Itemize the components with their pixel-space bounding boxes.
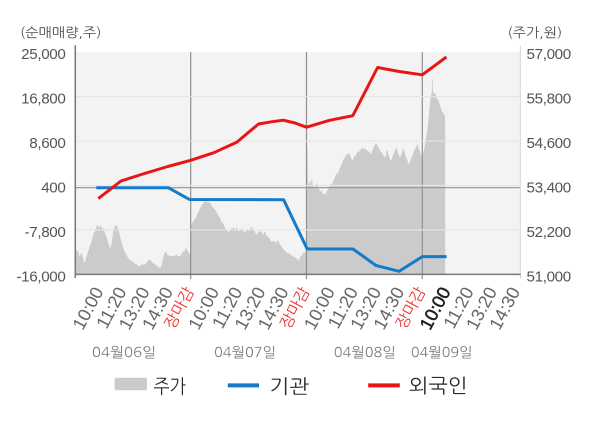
svg-text:400: 400 <box>41 180 65 197</box>
svg-text:16,800: 16,800 <box>21 91 65 108</box>
svg-text:52,200: 52,200 <box>527 224 571 241</box>
svg-text:51,000: 51,000 <box>527 268 571 285</box>
svg-text:54,600: 54,600 <box>527 135 571 152</box>
svg-text:-16,000: -16,000 <box>16 268 65 285</box>
svg-text:55,800: 55,800 <box>527 91 571 108</box>
svg-text:8,600: 8,600 <box>29 135 65 152</box>
svg-text:-7,800: -7,800 <box>25 224 66 241</box>
svg-text:25,000: 25,000 <box>21 46 65 63</box>
svg-text:53,400: 53,400 <box>527 180 571 197</box>
svg-text:57,000: 57,000 <box>527 46 571 63</box>
